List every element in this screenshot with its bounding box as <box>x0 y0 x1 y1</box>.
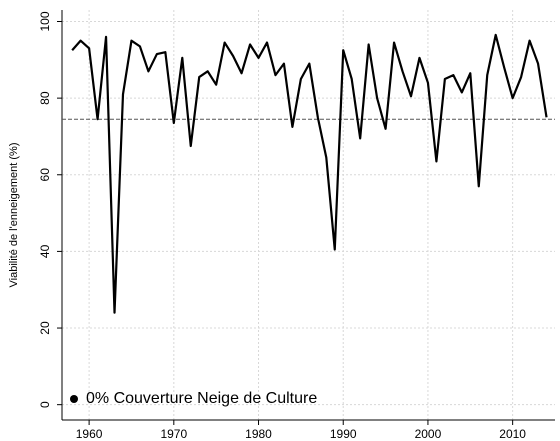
x-tick-label: 2010 <box>499 427 526 441</box>
y-axis-label: Viabilité de l'enneigement (%) <box>8 143 20 288</box>
y-tick-label: 60 <box>38 168 52 182</box>
x-tick-label: 1990 <box>330 427 357 441</box>
y-tick-label: 100 <box>38 11 52 31</box>
legend-label: 0% Couverture Neige de Culture <box>86 390 317 407</box>
y-tick-label: 40 <box>38 244 52 258</box>
x-tick-label: 1960 <box>76 427 103 441</box>
x-tick-label: 1980 <box>245 427 272 441</box>
line <box>71 33 548 314</box>
y-tick-label: 20 <box>38 321 52 335</box>
y-tick-label: 0 <box>38 401 52 408</box>
x-tick-label: 2000 <box>415 427 442 441</box>
x-tick-label: 1970 <box>160 427 187 441</box>
y-tick-label: 80 <box>38 91 52 105</box>
legend-marker <box>70 395 78 403</box>
